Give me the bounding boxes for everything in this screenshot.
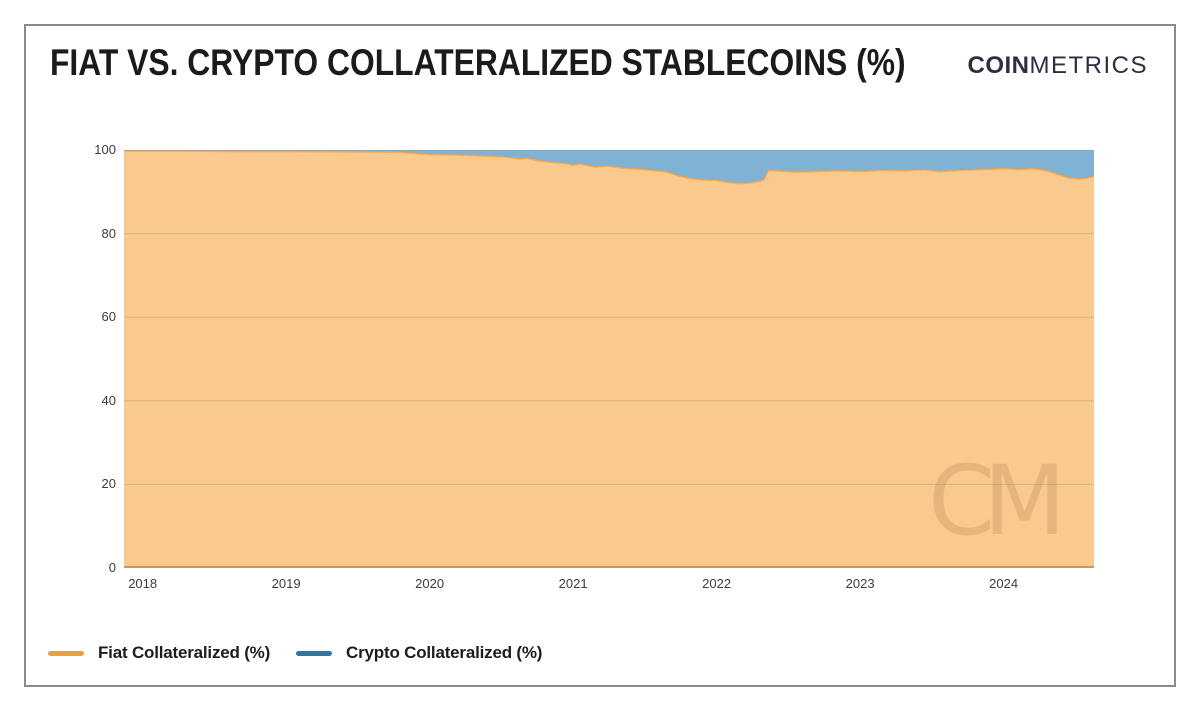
- crypto-area: [124, 150, 1094, 184]
- fiat-legend-swatch: [48, 650, 84, 656]
- crypto-legend-label: Crypto Collateralized (%): [346, 643, 543, 662]
- stacked-area-chart: [124, 150, 1094, 568]
- y-tick-label: 80: [101, 225, 116, 241]
- fiat-area: [124, 150, 1094, 568]
- logo-metrics: METRICS: [1029, 52, 1148, 79]
- x-tick-label: 2021: [558, 576, 588, 591]
- y-tick-label: 100: [94, 142, 116, 157]
- x-tick-label: 2019: [271, 576, 301, 591]
- x-tick-label: 2018: [128, 576, 158, 591]
- legend-item-fiat[interactable]: Fiat Collateralized (%): [48, 643, 270, 663]
- coinmetrics-logo: COINMETRICS: [968, 52, 1149, 80]
- x-tick-label: 2020: [415, 576, 445, 591]
- crypto-legend-swatch: [296, 650, 333, 656]
- x-tick-label: 2024: [989, 576, 1019, 591]
- fiat-legend-label: Fiat Collateralized (%): [98, 643, 271, 662]
- y-tick-label: 20: [101, 476, 116, 492]
- chart-card: FIAT VS. CRYPTO COLLATERALIZED STABLECOI…: [24, 24, 1176, 687]
- fiat-line: [124, 150, 1094, 185]
- legend: Fiat Collateralized (%) Crypto Collatera…: [48, 643, 542, 663]
- plot-area: CM 0 20 40 60 80 100 2018 2019 2020 2021 2022 2023 2…: [94, 142, 1094, 591]
- y-tick-label: 40: [101, 392, 116, 408]
- page-title: FIAT VS. CRYPTO COLLATERALIZED STABLECOI…: [50, 42, 906, 83]
- logo-coin: COIN: [967, 52, 1030, 79]
- cm-watermark: CM: [928, 444, 1066, 557]
- x-tick-label: 2023: [845, 576, 875, 591]
- legend-item-crypto[interactable]: Crypto Collateralized (%): [296, 643, 542, 663]
- y-tick-label: 60: [101, 309, 116, 325]
- y-tick-label: 0: [108, 560, 116, 575]
- x-tick-label: 2022: [702, 576, 732, 591]
